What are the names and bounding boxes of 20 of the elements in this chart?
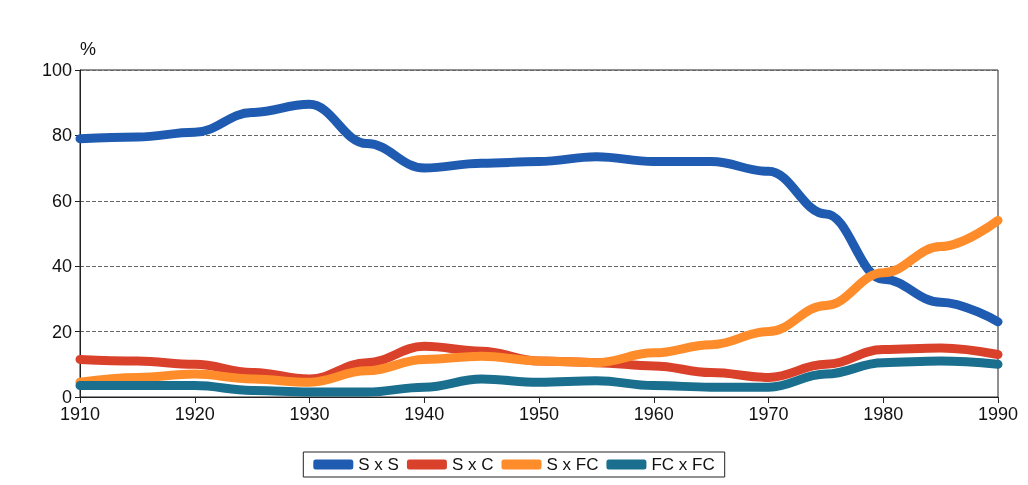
x-tick-label: 1930 bbox=[289, 404, 330, 424]
legend-label: S x C bbox=[451, 455, 494, 474]
legend-label: S x FC bbox=[546, 455, 599, 474]
x-tick-label: 1950 bbox=[518, 404, 560, 424]
x-tick-label: 1940 bbox=[404, 404, 445, 424]
y-tick-label: 100 bbox=[41, 60, 72, 80]
y-axis-title: % bbox=[80, 39, 97, 59]
y-tick-label: 80 bbox=[51, 125, 72, 146]
legend-label: FC x FC bbox=[651, 455, 715, 474]
legend-label: S x S bbox=[358, 455, 399, 474]
x-tick-label: 1980 bbox=[863, 404, 904, 424]
y-tick-label: 0 bbox=[61, 387, 72, 407]
y-tick-label: 60 bbox=[51, 190, 72, 211]
y-tick-label: 40 bbox=[51, 256, 72, 277]
x-tick-label: 1960 bbox=[633, 404, 674, 424]
x-tick-label: 1990 bbox=[977, 404, 1019, 424]
y-tick-label: 20 bbox=[51, 321, 72, 342]
x-tick-label: 1920 bbox=[174, 404, 215, 424]
x-tick-label: 1970 bbox=[748, 404, 789, 424]
x-tick-label: 1910 bbox=[59, 404, 101, 424]
